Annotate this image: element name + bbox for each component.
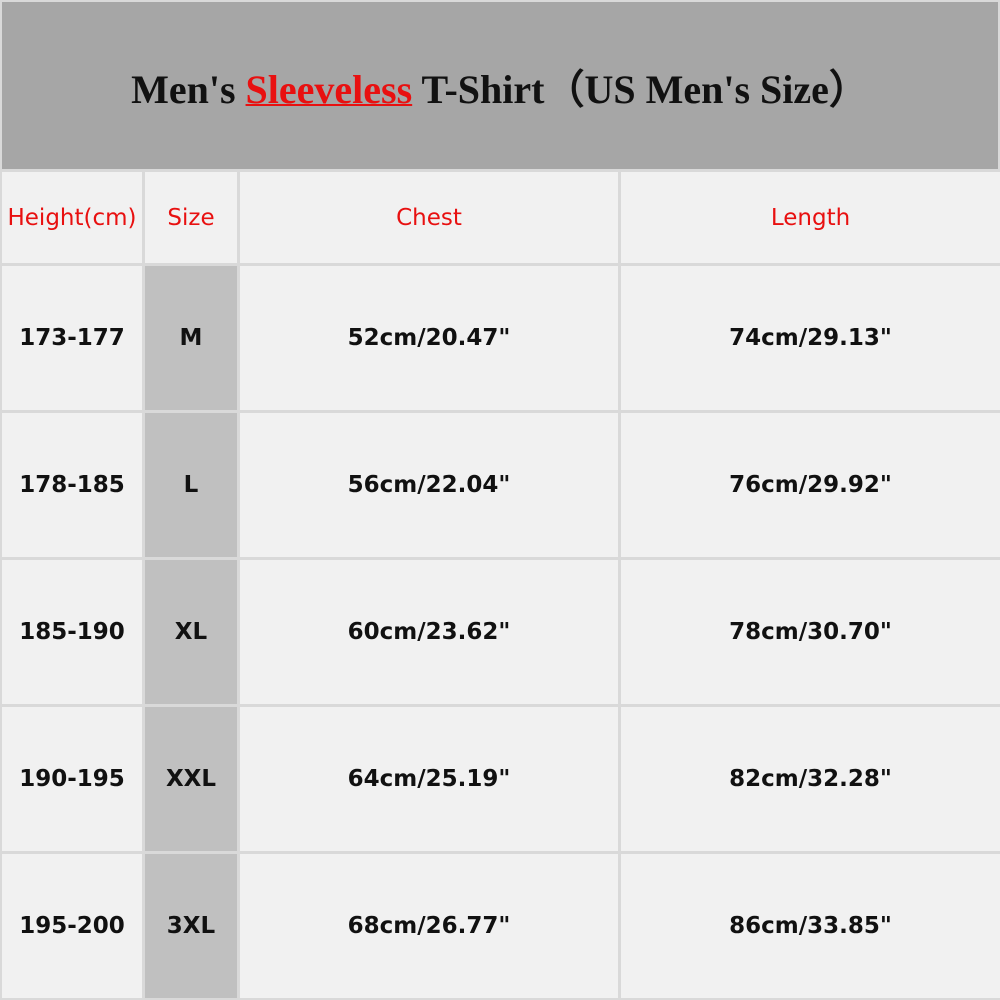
cell-length: 82cm/32.28"	[621, 707, 1000, 851]
title-suffix: T-Shirt（US Men's Size）	[412, 66, 869, 112]
title-prefix: Men's	[131, 66, 246, 112]
cell-height: 195-200	[2, 854, 142, 998]
cell-size: XL	[145, 560, 237, 704]
cell-height: 190-195	[2, 707, 142, 851]
header-height: Height(cm)	[2, 172, 142, 263]
cell-length: 78cm/30.70"	[621, 560, 1000, 704]
cell-length: 74cm/29.13"	[621, 266, 1000, 410]
cell-height: 185-190	[2, 560, 142, 704]
cell-length: 86cm/33.85"	[621, 854, 1000, 998]
cell-height: 178-185	[2, 413, 142, 557]
title-highlight: Sleeveless	[245, 66, 413, 112]
size-table: Height(cm) Size Chest Length 173-177 M 5…	[2, 172, 1000, 998]
cell-size: L	[145, 413, 237, 557]
header-size: Size	[145, 172, 237, 263]
cell-chest: 64cm/25.19"	[240, 707, 618, 851]
chart-title: Men's Sleeveless T-Shirt（US Men's Size）	[131, 57, 869, 115]
cell-chest: 56cm/22.04"	[240, 413, 618, 557]
header-length: Length	[621, 172, 1000, 263]
cell-chest: 60cm/23.62"	[240, 560, 618, 704]
cell-size: M	[145, 266, 237, 410]
cell-chest: 52cm/20.47"	[240, 266, 618, 410]
cell-chest: 68cm/26.77"	[240, 854, 618, 998]
title-band: Men's Sleeveless T-Shirt（US Men's Size）	[2, 2, 998, 169]
cell-size: XXL	[145, 707, 237, 851]
cell-length: 76cm/29.92"	[621, 413, 1000, 557]
cell-size: 3XL	[145, 854, 237, 998]
cell-height: 173-177	[2, 266, 142, 410]
header-chest: Chest	[240, 172, 618, 263]
